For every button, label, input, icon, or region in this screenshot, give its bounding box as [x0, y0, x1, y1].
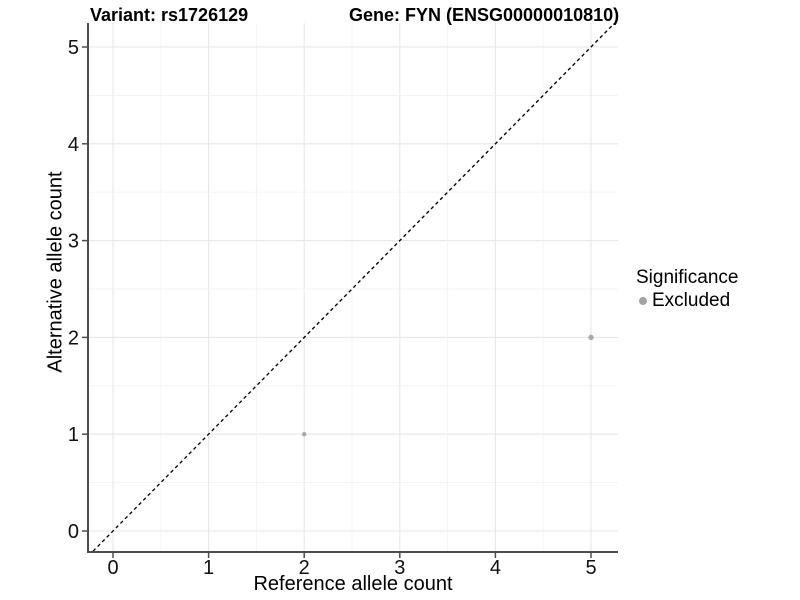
y-tick-label: 5	[68, 37, 79, 59]
legend-item-label: Excluded	[652, 290, 731, 311]
y-tick-label: 1	[68, 424, 79, 446]
y-axis-title: Alternative allele count	[44, 171, 67, 373]
y-tick-label: 3	[68, 231, 79, 253]
legend-item-excluded: Excluded	[636, 290, 738, 312]
data-point	[302, 432, 307, 437]
x-tick-label: 5	[585, 557, 596, 579]
x-tick-label: 2	[299, 557, 310, 579]
x-tick-label: 4	[490, 557, 501, 579]
excluded-point-icon	[639, 297, 647, 305]
y-tick-label: 0	[68, 521, 79, 543]
data-point	[588, 334, 594, 341]
x-tick-label: 3	[394, 557, 405, 579]
plot-title-variant: Variant: rs1726129	[90, 5, 249, 25]
plot-title-gene: Gene: FYN (ENSG00000010810)	[349, 5, 620, 25]
x-tick-label: 0	[107, 557, 118, 579]
y-tick-label: 2	[68, 327, 79, 349]
x-axis-title: Reference allele count	[253, 573, 453, 595]
y-tick-label: 4	[68, 134, 79, 156]
legend-title: Significance	[636, 267, 739, 288]
legend: Significance Excluded	[636, 267, 738, 312]
x-tick-label: 1	[203, 557, 214, 579]
